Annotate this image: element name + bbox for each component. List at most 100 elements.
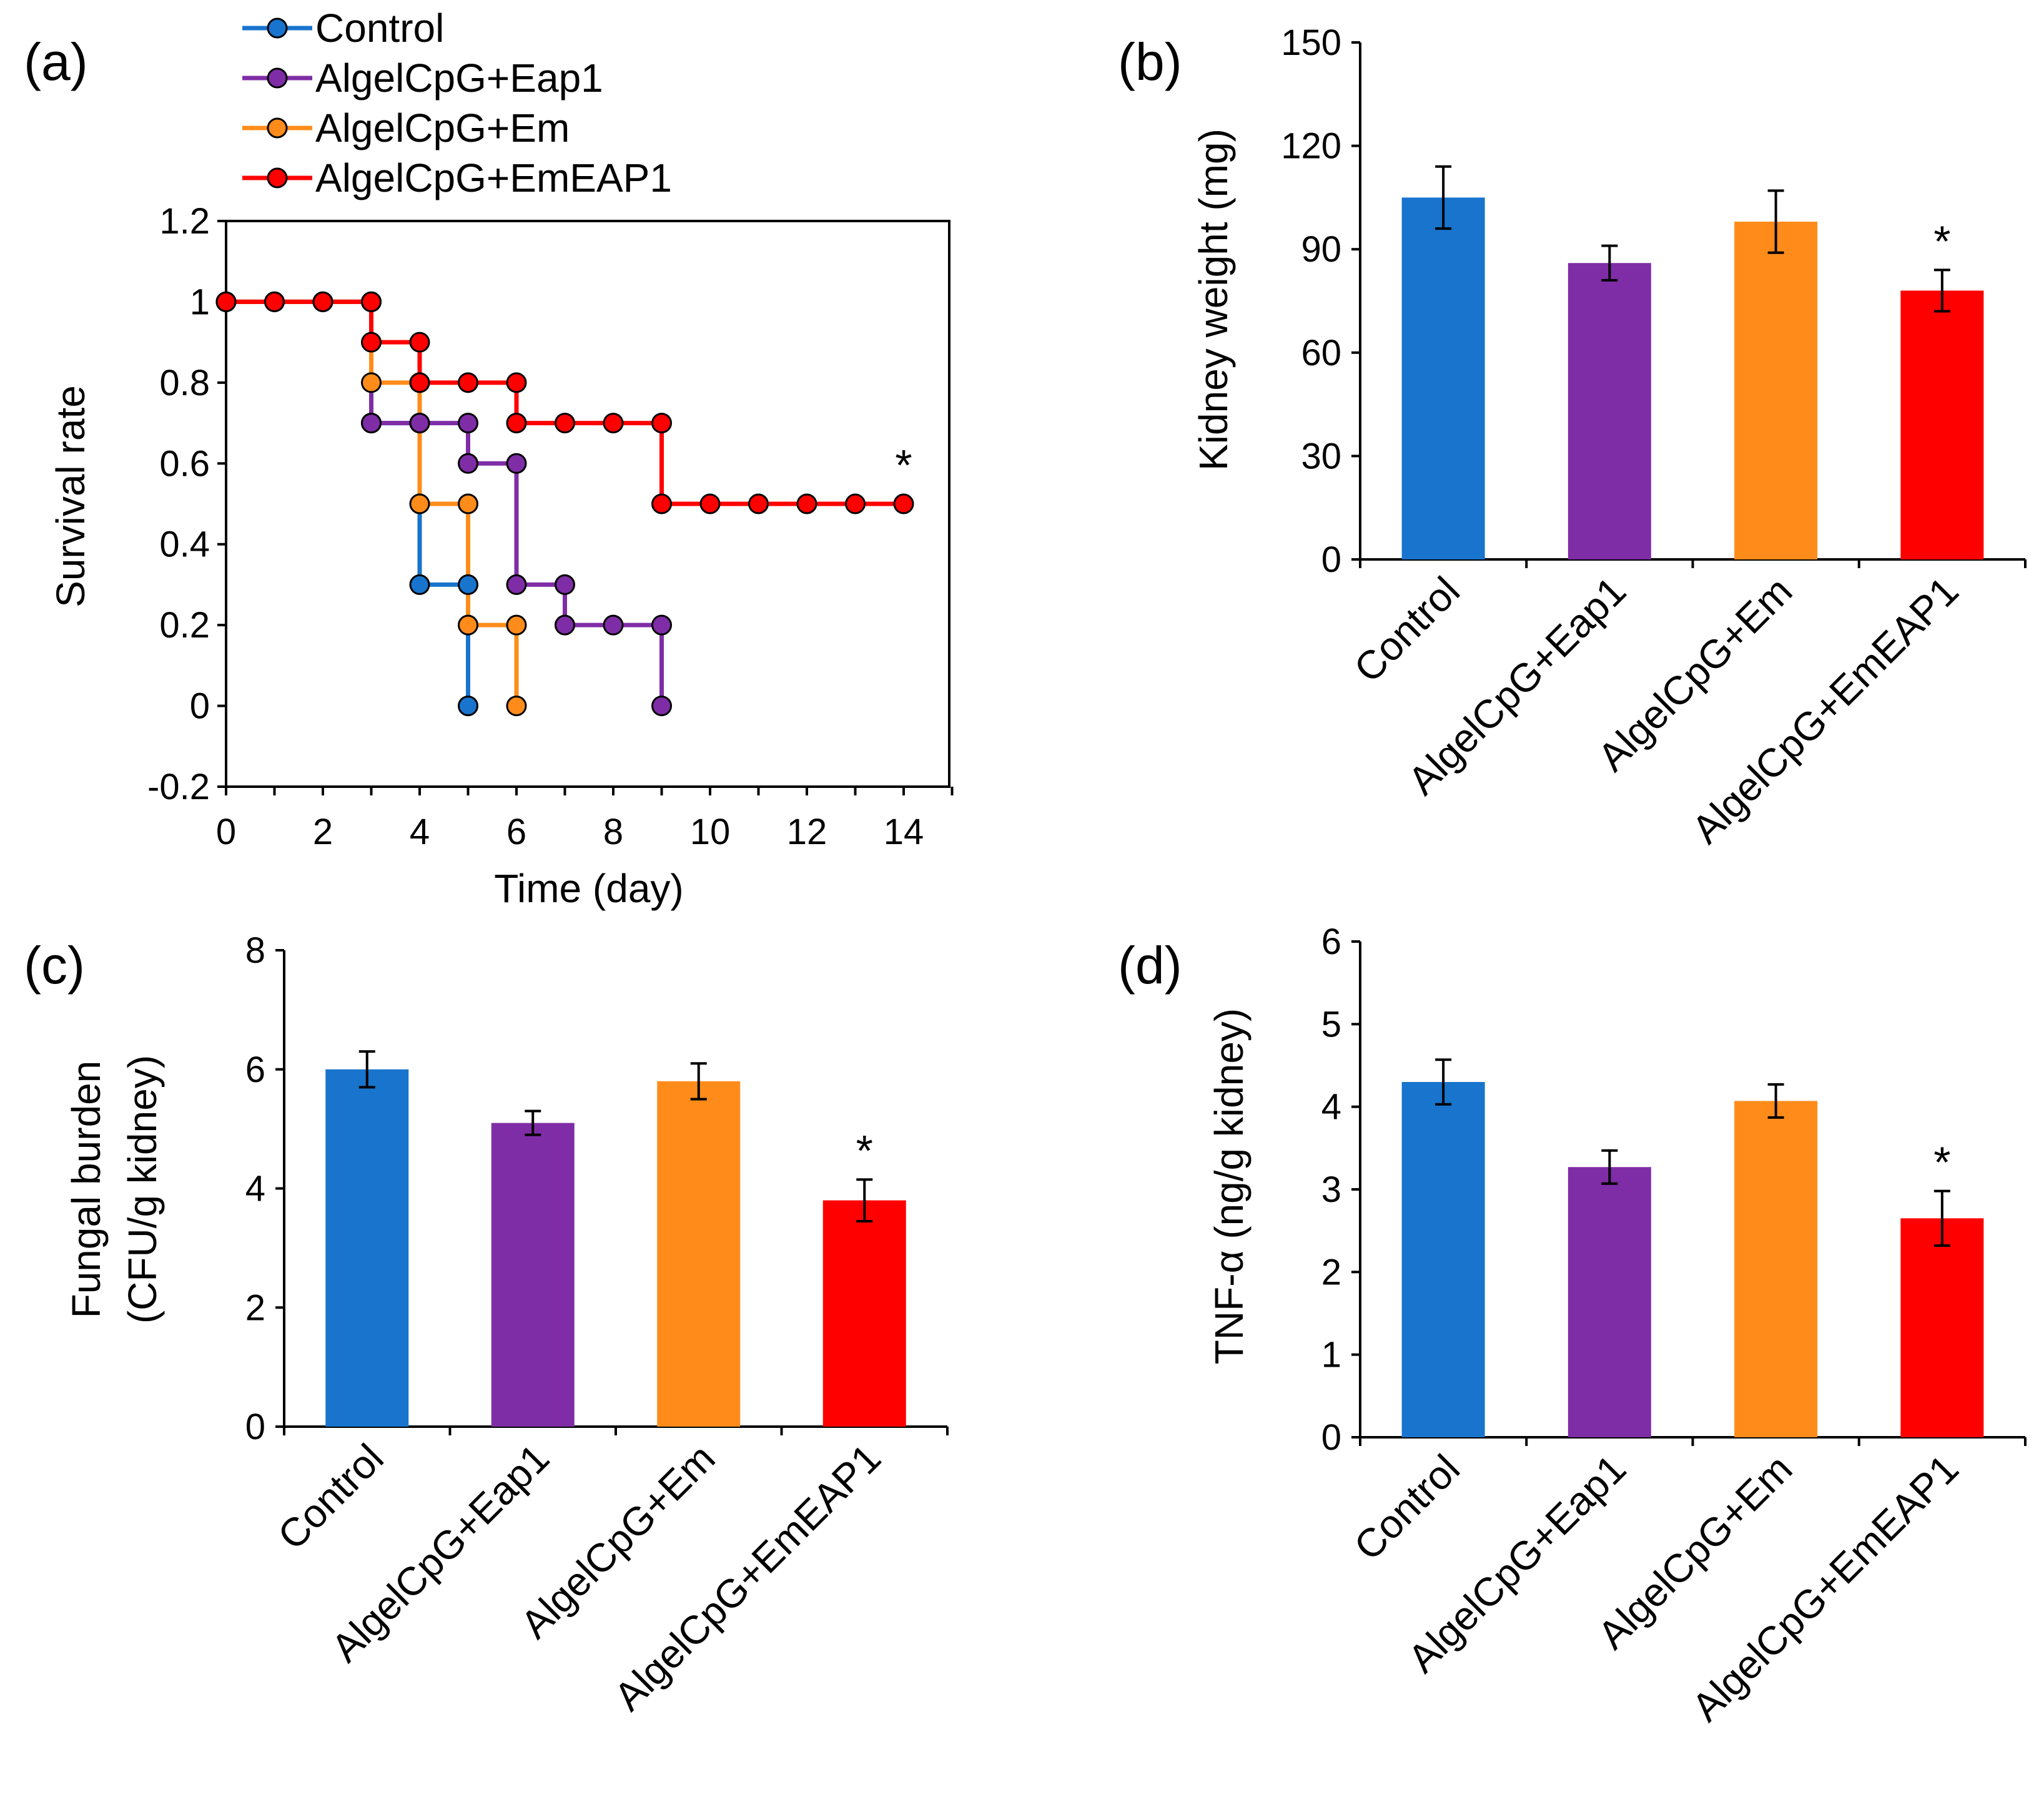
- plot-frame: [225, 220, 950, 788]
- panel-label-d: (d): [1118, 936, 1182, 995]
- bar-control: [1401, 197, 1485, 559]
- x-tick-label: 6: [506, 812, 526, 852]
- data-point: [603, 413, 624, 434]
- bar-control: [325, 1069, 409, 1427]
- y-axis-title-line2: (CFU/g kidney): [120, 1055, 165, 1324]
- x-tick-label: 8: [603, 812, 623, 852]
- data-point: [458, 614, 478, 636]
- data-point: [699, 493, 721, 514]
- bar-control: [1401, 1081, 1485, 1437]
- legend-label: AlgelCpG+EmEAP1: [315, 155, 672, 200]
- tnf-alpha-chart: (d) 0123456ControlAlgelCpG+Eap1AlgelCpG+…: [1118, 922, 2027, 1730]
- data-point: [458, 413, 478, 434]
- x-tick-label: 0: [216, 812, 236, 852]
- y-tick-label: 2: [1321, 1252, 1341, 1292]
- significance-star: *: [1933, 1138, 1950, 1187]
- y-tick-label: 1.2: [159, 201, 210, 242]
- data-point: [796, 493, 817, 514]
- y-tick-label: 1: [1321, 1335, 1341, 1375]
- y-tick-label: 30: [1301, 436, 1341, 476]
- data-point: [458, 372, 478, 393]
- data-point: [651, 493, 672, 514]
- y-tick-label: 4: [245, 1169, 265, 1209]
- kidney-weight-chart: (b) 0306090120150ControlAlgelCpG+Eap1Alg…: [1118, 22, 2027, 852]
- data-point: [506, 614, 527, 636]
- data-point: [555, 614, 575, 636]
- y-tick-label: 4: [1321, 1087, 1341, 1128]
- significance-star: *: [895, 441, 912, 489]
- y-axis-title: Kidney weight (mg): [1191, 129, 1236, 471]
- y-tick-label: 90: [1301, 229, 1341, 270]
- significance-star: *: [1933, 217, 1950, 265]
- survival-chart: (a) Control AlgelCpG+Eap1 AlgelCpG+Em Algel…: [24, 6, 954, 911]
- legend: Control AlgelCpG+Eap1 AlgelCpG+Em AlgelCpG+…: [242, 6, 672, 200]
- data-point: [409, 413, 430, 434]
- kidney-weight-plot-area: 0306090120150ControlAlgelCpG+Eap1AlgelCp…: [1281, 22, 2027, 852]
- x-tick-label: 4: [410, 812, 430, 852]
- data-point: [458, 453, 478, 474]
- data-point: [748, 493, 769, 514]
- legend-label: AlgelCpG+Eap1: [315, 56, 603, 101]
- data-point: [361, 372, 382, 393]
- bar-algelcpg-eap1: [1568, 263, 1651, 559]
- y-tick-label: 6: [1321, 922, 1341, 962]
- data-point: [264, 291, 285, 312]
- y-tick-label: -0.2: [147, 767, 210, 807]
- fungal-burden-chart: (c) 02468ControlAlgelCpG+Eap1AlgelCpG+Em…: [24, 930, 949, 1719]
- data-point: [506, 413, 527, 434]
- x-tick-label: 2: [313, 812, 333, 852]
- bar-algelcpg-emeap1: [822, 1200, 906, 1427]
- data-point: [361, 413, 382, 434]
- y-tick-label: 150: [1281, 22, 1341, 63]
- y-axis-title-line1: Fungal burden: [64, 1061, 109, 1319]
- bar-algelcpg-em: [1734, 222, 1818, 559]
- category-label: AlgelCpG+EmEAP1: [606, 1435, 890, 1719]
- y-tick-label: 0.2: [159, 605, 210, 646]
- data-point: [555, 574, 575, 595]
- panel-label-c: (c): [24, 936, 85, 995]
- y-tick-label: 120: [1281, 126, 1341, 167]
- data-point: [506, 574, 527, 595]
- y-tick-label: 0: [245, 1407, 265, 1447]
- legend-marker: [267, 167, 288, 189]
- y-axis-title: Survival rate: [48, 385, 93, 607]
- data-point: [506, 453, 527, 474]
- bar-algelcpg-emeap1: [1900, 1218, 1984, 1437]
- x-tick-label: 10: [690, 812, 731, 852]
- legend-label: Control: [315, 6, 444, 51]
- y-tick-label: 0.8: [159, 363, 210, 403]
- bar-algelcpg-emeap1: [1900, 290, 1984, 559]
- data-point: [361, 332, 382, 353]
- data-point: [603, 614, 624, 636]
- y-tick-label: 3: [1321, 1169, 1341, 1210]
- bar-algelcpg-em: [1734, 1101, 1818, 1437]
- data-point: [651, 696, 672, 717]
- category-label: Control: [269, 1435, 392, 1558]
- x-tick-label: 14: [884, 812, 924, 852]
- y-tick-label: 1: [190, 282, 210, 322]
- y-tick-label: 0: [1321, 1417, 1341, 1458]
- data-point: [361, 291, 382, 312]
- x-tick-label: 12: [787, 812, 827, 852]
- data-point: [845, 493, 866, 514]
- data-point: [409, 332, 430, 353]
- y-tick-label: 5: [1321, 1004, 1341, 1045]
- y-tick-label: 6: [245, 1050, 265, 1090]
- data-point: [458, 574, 478, 595]
- data-point: [409, 372, 430, 393]
- y-tick-label: 0: [1321, 539, 1341, 580]
- data-point: [893, 493, 914, 514]
- y-tick-label: 60: [1301, 333, 1341, 373]
- panel-label-a: (a): [24, 32, 88, 91]
- legend-marker: [267, 17, 288, 39]
- y-tick-label: 0.4: [159, 524, 210, 565]
- panel-label-b: (b): [1118, 32, 1182, 91]
- legend-label: AlgelCpG+Em: [315, 106, 570, 150]
- y-tick-label: 0.6: [159, 443, 210, 484]
- bar-algelcpg-eap1: [491, 1123, 575, 1427]
- legend-marker: [267, 67, 288, 89]
- y-axis-title: TNF-α (ng/g kidney): [1207, 1008, 1252, 1364]
- data-point: [506, 696, 527, 717]
- data-point: [555, 413, 575, 434]
